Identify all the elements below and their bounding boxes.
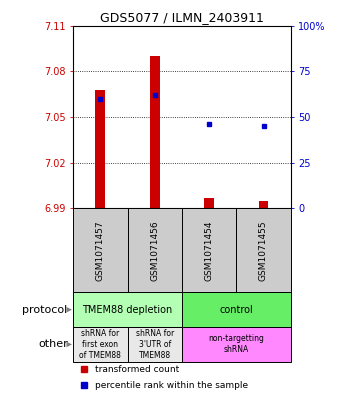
Text: transformed count: transformed count [95, 365, 179, 374]
Bar [96, 90, 105, 208]
Bar [182, 208, 236, 292]
Text: shRNA for
first exon
of TMEM88: shRNA for first exon of TMEM88 [79, 329, 121, 360]
Bar [73, 292, 182, 327]
Bar [73, 327, 128, 362]
Bar [259, 201, 268, 208]
Text: GSM1071454: GSM1071454 [205, 220, 214, 281]
Text: percentile rank within the sample: percentile rank within the sample [95, 381, 248, 390]
Bar [236, 208, 291, 292]
Bar [182, 327, 291, 362]
Text: control: control [219, 305, 253, 315]
Bar [73, 208, 128, 292]
Text: protocol: protocol [22, 305, 68, 315]
Bar [128, 208, 182, 292]
Text: GSM1071455: GSM1071455 [259, 220, 268, 281]
Bar [204, 198, 214, 208]
Bar [128, 327, 182, 362]
Text: TMEM88 depletion: TMEM88 depletion [82, 305, 173, 315]
Text: GSM1071457: GSM1071457 [96, 220, 105, 281]
Text: shRNA for
3'UTR of
TMEM88: shRNA for 3'UTR of TMEM88 [136, 329, 174, 360]
Bar [182, 292, 291, 327]
Title: GDS5077 / ILMN_2403911: GDS5077 / ILMN_2403911 [100, 11, 264, 24]
Bar [150, 56, 159, 208]
Text: GSM1071456: GSM1071456 [150, 220, 159, 281]
Text: non-targetting
shRNA: non-targetting shRNA [208, 334, 264, 354]
Text: other: other [38, 340, 68, 349]
